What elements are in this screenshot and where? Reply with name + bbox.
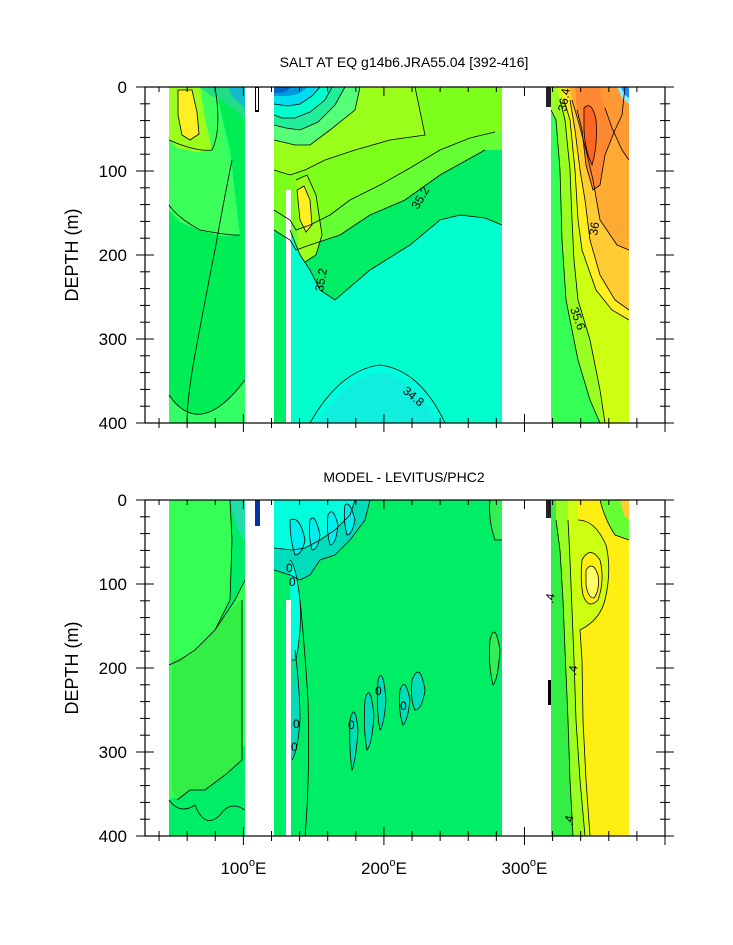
bottom-contour-label: 0	[291, 740, 298, 754]
top-plot-area: 36.4 35.2 35.2 36 35.6 34.8	[168, 86, 630, 424]
bottom-panel-title: MODEL - LEVITUS/PHC2	[323, 469, 485, 485]
x-tick-label: 100oE	[220, 857, 266, 878]
bottom-y-axis-label: DEPTH (m)	[62, 622, 82, 715]
top-panel-title: SALT AT EQ g14b6.JRA55.04 [392-416]	[280, 54, 529, 70]
bottom-contour-label: 0	[286, 561, 293, 575]
top-contour-label: 36	[586, 221, 602, 237]
bottom-contour-label: 0	[289, 575, 296, 589]
top-y-tick-label: 200	[99, 246, 127, 265]
top-y-tick-label: 100	[99, 162, 127, 181]
bottom-contour-lines	[168, 499, 630, 837]
top-fill-indian-max	[178, 90, 199, 140]
bottom-axes-ticks: 0 100 200 300 400 100oE 200oE 300oE	[99, 491, 674, 878]
bottom-contour-label: 0	[400, 699, 407, 713]
top-y-axis-label: DEPTH (m)	[62, 209, 82, 302]
top-fill-pacific-deep	[290, 215, 502, 423]
top-panel: SALT AT EQ g14b6.JRA55.04 [392-416]	[62, 54, 674, 433]
top-contour-label: 36.4	[555, 87, 573, 113]
x-tick-label: 200oE	[361, 857, 407, 878]
bottom-contour-label: .4	[565, 664, 581, 677]
bottom-y-tick-label: 100	[99, 575, 127, 594]
bottom-contour-label: 0	[375, 684, 382, 698]
top-y-tick-label: 300	[99, 330, 127, 349]
bottom-contour-label-group: 0 0 0 0 0 0 0 .4 .4 .4	[286, 561, 581, 827]
top-contour-lines	[168, 86, 630, 424]
x-tick-label: 300oE	[502, 857, 548, 878]
bottom-contour-label: .4	[561, 814, 577, 827]
bottom-y-tick-label: 200	[99, 659, 127, 678]
bottom-y-tick-label: 300	[99, 743, 127, 762]
bottom-contour-label: 0	[348, 718, 355, 732]
bottom-contour-label: .4	[542, 592, 558, 605]
bottom-fill-atlantic-max	[578, 500, 629, 836]
top-contour-label-group: 36.4 35.2 35.2 36 35.6 34.8	[312, 87, 602, 410]
bottom-panel: MODEL - LEVITUS/PHC2	[62, 469, 674, 878]
bottom-y-tick-label: 400	[99, 827, 127, 846]
top-y-tick-label: 400	[99, 414, 127, 433]
top-fill-pacific-max	[297, 186, 312, 232]
bottom-contour-label: 0	[293, 717, 300, 731]
bottom-plot-area: 0 0 0 0 0 0 0 .4 .4 .4	[168, 499, 630, 837]
top-axes-ticks: 0 100 200 300 400	[99, 78, 674, 433]
bottom-y-tick-label: 0	[118, 491, 127, 510]
top-y-tick-label: 0	[118, 78, 127, 97]
top-contour-label: 35.2	[312, 267, 330, 293]
